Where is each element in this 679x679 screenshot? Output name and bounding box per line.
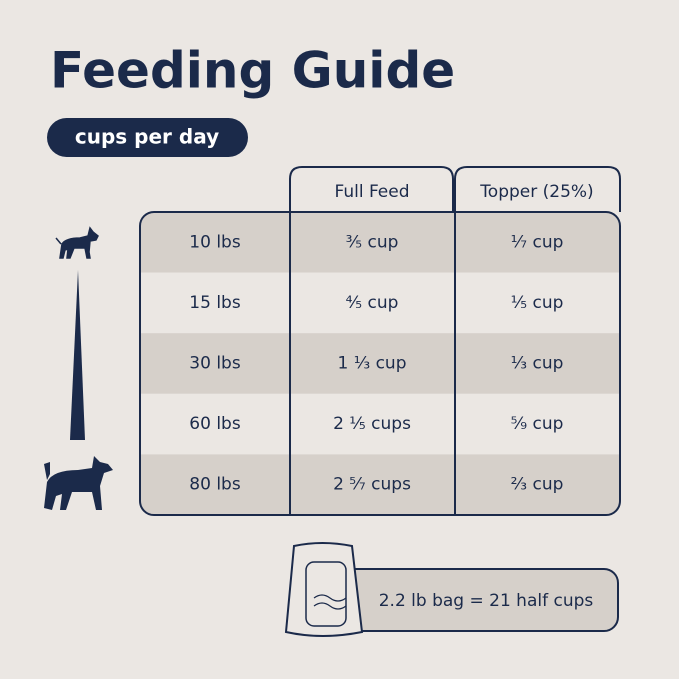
weight-label: 10 lbs xyxy=(189,232,241,252)
table-border xyxy=(139,211,621,516)
size-wedge xyxy=(70,270,85,440)
badge xyxy=(47,118,248,157)
cell-text: ⁴⁄₅ cup xyxy=(346,293,399,313)
cell-text: ¹⁄₅ cup xyxy=(511,293,564,313)
column-header: Topper (25%) xyxy=(479,182,593,202)
row-band xyxy=(140,272,620,334)
bag-logo xyxy=(313,594,347,610)
row-band xyxy=(140,393,620,455)
column-header: Full Feed xyxy=(334,182,409,202)
weight-label: 80 lbs xyxy=(189,475,241,495)
small-dog-icon xyxy=(55,226,99,259)
cell-text: ⁵⁄₉ cup xyxy=(511,414,564,434)
column-tab xyxy=(454,166,621,212)
cell-text: ²⁄₃ cup xyxy=(511,475,564,495)
cell-text: ³⁄₅ cup xyxy=(346,232,399,252)
large-dog-icon xyxy=(44,456,113,510)
column-tab xyxy=(289,166,454,212)
badge-text: cups per day xyxy=(75,125,219,149)
row-band xyxy=(140,212,620,273)
row-band xyxy=(140,454,620,515)
cell-text: ¹⁄₃ cup xyxy=(511,354,564,374)
table-body: 10 lbs ³⁄₅ cup ¹⁄₇ cup 15 lbs ⁴⁄₅ cup ¹⁄₅ cup… xyxy=(140,212,620,515)
cell-text: 2 ¹⁄₅ cups xyxy=(333,414,411,434)
title: Feeding Guide xyxy=(50,42,455,100)
bag-label xyxy=(305,561,347,627)
cell-text: 1 ¹⁄₃ cup xyxy=(337,354,406,374)
weight-label: 60 lbs xyxy=(189,414,241,434)
weight-label: 30 lbs xyxy=(189,354,241,374)
cell-text: ¹⁄₇ cup xyxy=(511,232,564,252)
cell-text: 2 ⁵⁄₇ cups xyxy=(333,475,411,495)
weight-label: 15 lbs xyxy=(189,293,241,313)
bag-icon xyxy=(284,542,364,637)
note-text: 2.2 lb bag = 21 half cups xyxy=(379,591,594,611)
row-band xyxy=(140,333,620,394)
